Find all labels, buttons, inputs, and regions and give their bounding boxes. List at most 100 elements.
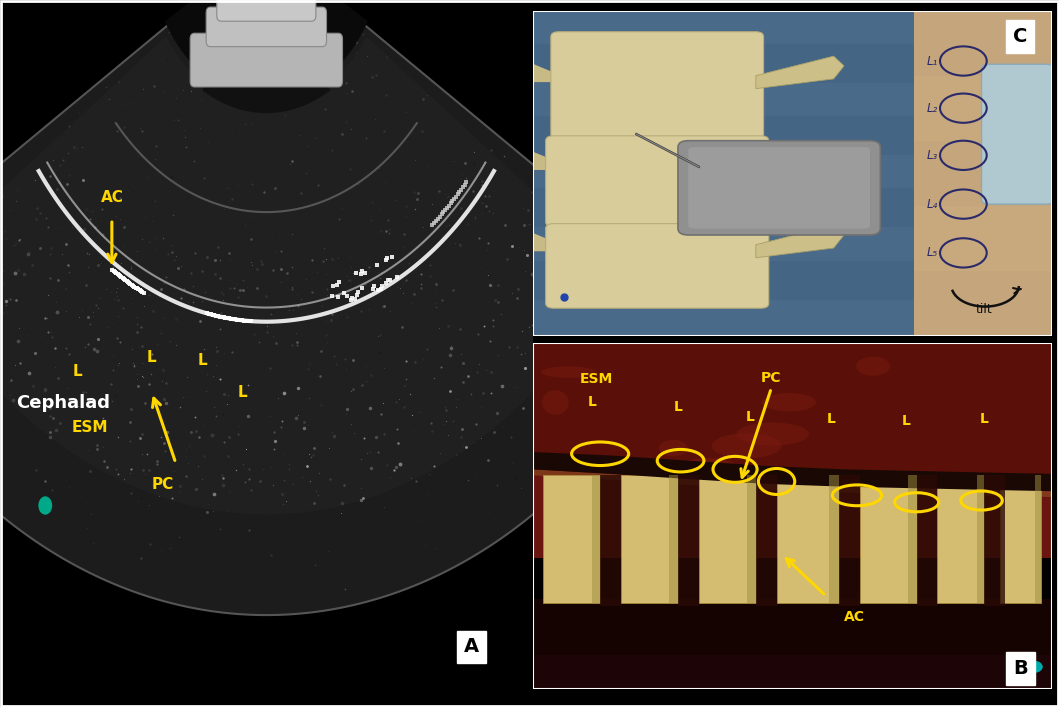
Text: L₁: L₁ bbox=[927, 54, 938, 67]
Bar bbox=[533, 0, 914, 11]
Text: L₃: L₃ bbox=[927, 149, 938, 162]
Polygon shape bbox=[533, 469, 1052, 497]
Text: PC: PC bbox=[151, 477, 174, 492]
Bar bbox=[1035, 474, 1041, 602]
FancyBboxPatch shape bbox=[982, 64, 1054, 204]
Bar bbox=[984, 474, 1005, 606]
Text: L: L bbox=[902, 414, 911, 428]
Bar bbox=[533, 261, 914, 300]
Circle shape bbox=[38, 496, 52, 515]
Bar bbox=[533, 600, 1052, 689]
Text: ESM: ESM bbox=[579, 373, 612, 386]
Ellipse shape bbox=[541, 366, 595, 378]
Text: L: L bbox=[674, 400, 682, 414]
FancyBboxPatch shape bbox=[217, 0, 316, 21]
Bar bbox=[909, 474, 917, 602]
Ellipse shape bbox=[678, 458, 737, 479]
Bar bbox=[699, 474, 756, 602]
Text: A: A bbox=[464, 638, 479, 656]
Polygon shape bbox=[522, 59, 554, 82]
Wedge shape bbox=[0, 18, 696, 615]
Ellipse shape bbox=[659, 440, 687, 456]
Polygon shape bbox=[756, 226, 844, 258]
Bar bbox=[621, 474, 678, 602]
Bar bbox=[533, 152, 914, 192]
Text: L₅: L₅ bbox=[927, 247, 938, 259]
Text: AC: AC bbox=[101, 190, 123, 206]
Text: PC: PC bbox=[761, 370, 782, 385]
Ellipse shape bbox=[712, 433, 782, 458]
Text: L: L bbox=[588, 395, 597, 409]
Wedge shape bbox=[0, 37, 618, 514]
Text: L₂: L₂ bbox=[927, 102, 938, 115]
Circle shape bbox=[1024, 660, 1043, 673]
Bar bbox=[669, 474, 678, 602]
Bar bbox=[533, 225, 914, 264]
Bar bbox=[917, 474, 937, 606]
Polygon shape bbox=[533, 452, 1052, 491]
Polygon shape bbox=[819, 343, 1052, 464]
Text: L: L bbox=[980, 412, 988, 426]
Bar bbox=[776, 474, 839, 602]
Polygon shape bbox=[756, 56, 844, 88]
Text: L: L bbox=[237, 385, 247, 400]
Text: L: L bbox=[198, 353, 208, 368]
Ellipse shape bbox=[761, 393, 816, 411]
Bar bbox=[937, 474, 984, 602]
Bar bbox=[533, 188, 914, 228]
Text: AC: AC bbox=[844, 609, 865, 624]
Bar bbox=[533, 44, 914, 83]
Text: Cephalad: Cephalad bbox=[16, 394, 110, 412]
Bar bbox=[678, 474, 699, 606]
FancyBboxPatch shape bbox=[207, 7, 326, 47]
Text: L: L bbox=[747, 410, 755, 424]
Bar bbox=[748, 474, 756, 602]
Bar bbox=[839, 474, 860, 606]
Ellipse shape bbox=[856, 356, 891, 375]
Text: L₄: L₄ bbox=[927, 198, 938, 211]
Text: tilt: tilt bbox=[975, 303, 992, 316]
Bar bbox=[977, 474, 984, 602]
Bar bbox=[533, 343, 1052, 474]
Bar bbox=[860, 474, 917, 602]
Bar bbox=[1000, 474, 1041, 602]
Bar bbox=[533, 11, 914, 336]
Bar bbox=[543, 474, 600, 602]
Text: ESM: ESM bbox=[72, 420, 108, 436]
FancyBboxPatch shape bbox=[551, 32, 764, 139]
Text: A: A bbox=[464, 638, 479, 656]
Bar bbox=[914, 271, 1052, 336]
Text: L: L bbox=[147, 349, 157, 365]
FancyBboxPatch shape bbox=[678, 141, 880, 235]
Bar bbox=[533, 8, 914, 47]
FancyBboxPatch shape bbox=[191, 33, 342, 87]
FancyBboxPatch shape bbox=[688, 147, 870, 228]
Bar bbox=[533, 655, 1052, 689]
Bar bbox=[533, 80, 914, 119]
Bar bbox=[592, 474, 600, 602]
Bar bbox=[829, 474, 839, 602]
Wedge shape bbox=[202, 54, 330, 113]
Bar bbox=[756, 474, 776, 606]
Bar bbox=[533, 116, 914, 155]
Text: L: L bbox=[72, 363, 82, 379]
Bar bbox=[533, 297, 914, 336]
Bar bbox=[914, 206, 1052, 271]
Polygon shape bbox=[522, 228, 554, 251]
Bar bbox=[914, 11, 1052, 336]
Ellipse shape bbox=[542, 390, 569, 415]
Ellipse shape bbox=[737, 423, 809, 445]
Bar bbox=[914, 11, 1052, 76]
Text: B: B bbox=[1013, 659, 1028, 678]
Text: L: L bbox=[827, 412, 836, 426]
FancyBboxPatch shape bbox=[545, 136, 769, 227]
Polygon shape bbox=[522, 147, 554, 170]
FancyBboxPatch shape bbox=[545, 223, 769, 308]
Bar bbox=[914, 141, 1052, 206]
Bar bbox=[533, 474, 1052, 558]
Bar bbox=[600, 474, 621, 606]
Bar bbox=[914, 76, 1052, 141]
Polygon shape bbox=[756, 144, 844, 177]
Text: C: C bbox=[1013, 27, 1027, 46]
Wedge shape bbox=[165, 0, 367, 99]
